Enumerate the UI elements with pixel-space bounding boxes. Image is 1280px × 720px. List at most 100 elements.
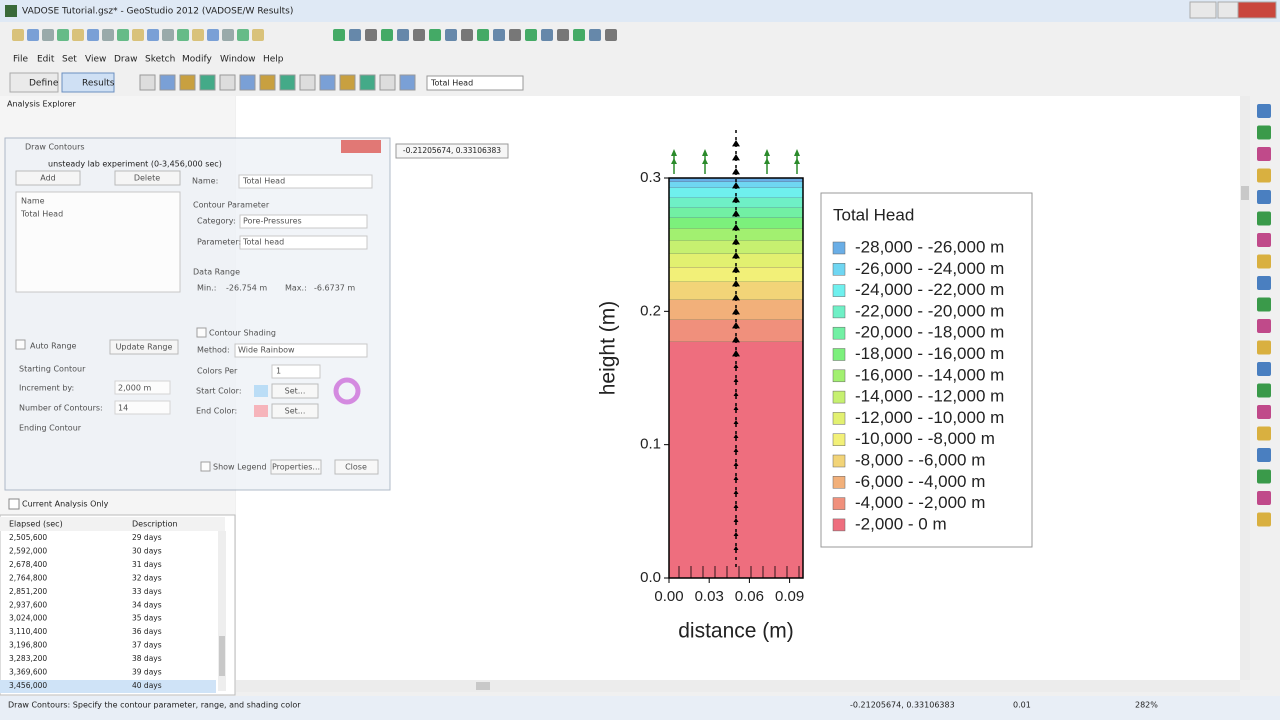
scroll-thumb[interactable]	[476, 682, 490, 690]
toolbar-icon[interactable]	[413, 29, 425, 41]
button[interactable]	[334, 459, 379, 475]
description-cell[interactable]: 32 days	[132, 573, 162, 582]
toolbar-icon[interactable]	[299, 74, 316, 91]
text-field[interactable]	[238, 174, 373, 189]
toolbar-icon[interactable]	[493, 29, 505, 41]
elapsed-cell[interactable]: 3,196,800	[9, 641, 47, 650]
tool-icon[interactable]	[1257, 448, 1271, 462]
tool-icon[interactable]	[1257, 104, 1271, 118]
button-label[interactable]: Update Range	[116, 343, 173, 352]
toolbar-icon[interactable]	[192, 29, 204, 41]
toolbar-icon[interactable]	[87, 29, 99, 41]
selected-row[interactable]	[0, 680, 216, 693]
checkbox-label[interactable]: Show Legend	[213, 463, 267, 472]
elapsed-cell[interactable]: 3,024,000	[9, 614, 47, 623]
description-cell[interactable]: 39 days	[132, 668, 162, 677]
toolbar-icon[interactable]	[159, 74, 176, 91]
description-cell[interactable]: 37 days	[132, 641, 162, 650]
toolbar-icon[interactable]	[132, 29, 144, 41]
filter-checkbox-label[interactable]: Current Analysis Only	[22, 500, 109, 509]
toolbar-icon[interactable]	[359, 74, 376, 91]
menu-item[interactable]: Window	[220, 55, 256, 65]
elapsed-cell[interactable]: 2,937,600	[9, 600, 47, 609]
description-cell[interactable]: 33 days	[132, 587, 162, 596]
toolbar-icon[interactable]	[381, 29, 393, 41]
button[interactable]	[114, 170, 181, 186]
tool-icon[interactable]	[1257, 147, 1271, 161]
close-button[interactable]	[341, 140, 381, 153]
field-value[interactable]: 1	[276, 367, 281, 376]
toolbar-icon[interactable]	[379, 74, 396, 91]
field-value[interactable]: Total Head	[242, 177, 285, 186]
tool-icon[interactable]	[1257, 168, 1271, 183]
elapsed-cell[interactable]: 3,456,000	[9, 681, 47, 690]
field-value[interactable]: 2,000 m	[118, 384, 151, 393]
toolbar-icon[interactable]	[397, 29, 409, 41]
button[interactable]	[9, 72, 59, 93]
tool-icon[interactable]	[1257, 405, 1271, 419]
button-label[interactable]: Add	[40, 174, 56, 183]
dropdown[interactable]	[239, 214, 368, 229]
window-button[interactable]	[1237, 1, 1277, 19]
list-scroll-thumb[interactable]	[219, 636, 225, 676]
toolbar-icon[interactable]	[12, 29, 24, 41]
toolbar-icon[interactable]	[541, 29, 553, 41]
menu-item[interactable]: Draw	[114, 55, 138, 65]
tool-icon[interactable]	[1257, 254, 1271, 269]
button-label[interactable]: Set...	[285, 407, 306, 416]
tool-icon[interactable]	[1257, 125, 1271, 140]
list-box[interactable]	[15, 191, 181, 293]
description-cell[interactable]: 31 days	[132, 560, 162, 569]
description-cell[interactable]: 34 days	[132, 600, 162, 609]
menu-item[interactable]: View	[85, 55, 106, 65]
view-dropdown-label[interactable]: Total Head	[430, 79, 473, 88]
tool-icon[interactable]	[1257, 211, 1271, 226]
toolbar-icon[interactable]	[349, 29, 361, 41]
elapsed-cell[interactable]: 3,110,400	[9, 627, 47, 636]
toolbar-icon[interactable]	[399, 74, 416, 91]
toolbar-icon[interactable]	[222, 29, 234, 41]
elapsed-cell[interactable]: 2,505,600	[9, 533, 47, 542]
toolbar-icon[interactable]	[117, 29, 129, 41]
elapsed-cell[interactable]: 3,369,600	[9, 668, 47, 677]
menu-item[interactable]: Help	[263, 55, 284, 65]
checkbox[interactable]	[196, 327, 207, 338]
elapsed-cell[interactable]: 2,851,200	[9, 587, 47, 596]
menu-item[interactable]: Modify	[182, 55, 212, 65]
checkbox[interactable]	[15, 339, 26, 350]
toolbar-icon[interactable]	[573, 29, 585, 41]
tool-icon[interactable]	[1257, 276, 1271, 290]
dropdown-value[interactable]: Wide Rainbow	[238, 346, 295, 355]
tool-icon[interactable]	[1257, 190, 1271, 204]
text-field[interactable]	[271, 364, 321, 379]
button[interactable]	[61, 72, 115, 93]
menu-item[interactable]: Set	[62, 55, 77, 65]
toolbar-icon[interactable]	[445, 29, 457, 41]
vertical-scrollbar[interactable]	[1240, 96, 1250, 680]
elapsed-cell[interactable]: 2,764,800	[9, 573, 47, 582]
toolbar-icon[interactable]	[42, 29, 54, 41]
tool-icon[interactable]	[1257, 469, 1271, 484]
toolbar-icon[interactable]	[147, 29, 159, 41]
toolbar-icon[interactable]	[605, 29, 617, 41]
toolbar-icon[interactable]	[509, 29, 521, 41]
toolbar-icon[interactable]	[179, 74, 196, 91]
button-label[interactable]: Set...	[285, 387, 306, 396]
elapsed-cell[interactable]: 2,678,400	[9, 560, 47, 569]
toolbar-icon[interactable]	[319, 74, 336, 91]
elapsed-cell[interactable]: 2,592,000	[9, 546, 47, 555]
tool-icon[interactable]	[1257, 512, 1271, 527]
toolbar-icon[interactable]	[237, 29, 249, 41]
description-cell[interactable]: 35 days	[132, 614, 162, 623]
list-scrollbar[interactable]	[218, 531, 226, 691]
toolbar-icon[interactable]	[589, 29, 601, 41]
toolbar-icon[interactable]	[429, 29, 441, 41]
scroll-thumb[interactable]	[1241, 186, 1249, 200]
define-button-label[interactable]: Define	[29, 79, 59, 89]
button[interactable]	[271, 383, 319, 399]
end-color-swatch[interactable]	[254, 405, 268, 417]
toolbar-icon[interactable]	[199, 74, 216, 91]
toolbar-icon[interactable]	[339, 74, 356, 91]
start-color-swatch[interactable]	[254, 385, 268, 397]
button[interactable]	[271, 403, 319, 419]
